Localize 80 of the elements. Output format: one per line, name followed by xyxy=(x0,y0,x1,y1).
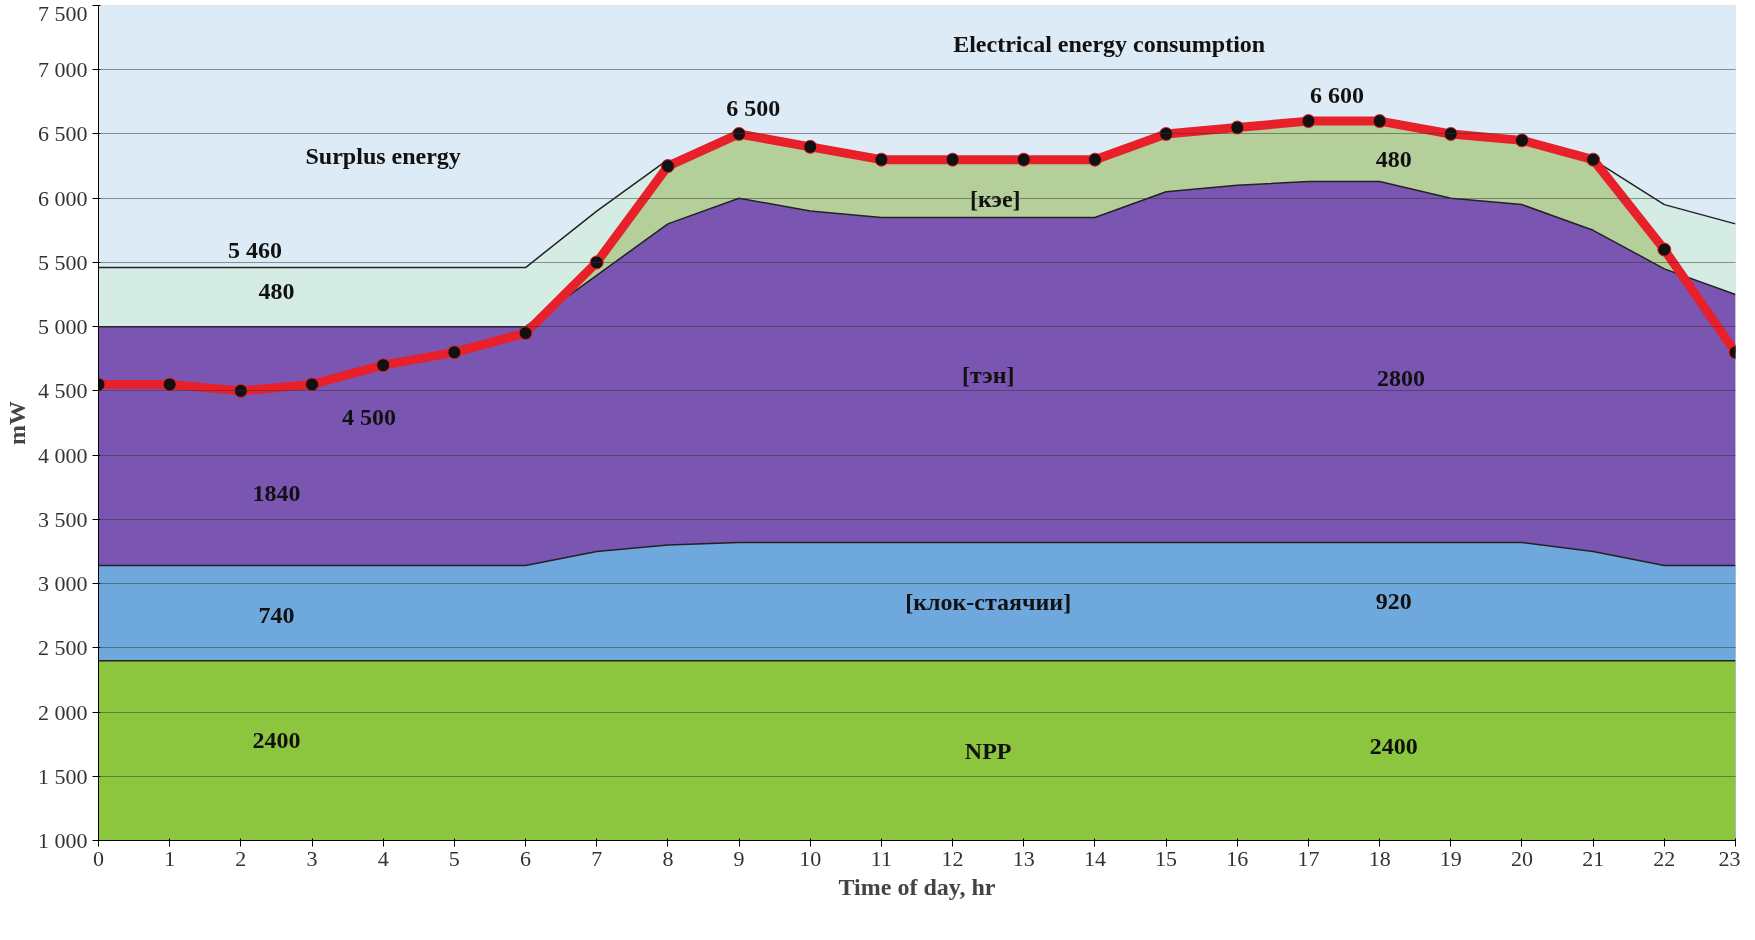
x-tick-label: 6 xyxy=(520,845,532,871)
x-tick-label: 15 xyxy=(1155,845,1178,871)
annotation: 6 600 xyxy=(1309,82,1364,109)
x-tick-label: 7 xyxy=(591,845,603,871)
annotation: [тэн] xyxy=(961,362,1015,389)
annotation: Surplus energy xyxy=(305,142,461,169)
point xyxy=(1301,114,1316,129)
x-tick-label: 2 xyxy=(235,845,247,871)
point xyxy=(589,255,604,270)
x-tick-label: 11 xyxy=(870,845,893,871)
point xyxy=(732,126,747,141)
point xyxy=(1372,114,1387,129)
y-tick-label: 4 500 xyxy=(38,378,88,404)
annotation: 2800 xyxy=(1376,364,1425,391)
x-tick-label: 23 xyxy=(1718,845,1741,871)
y-tick-label: 6 500 xyxy=(38,121,88,147)
x-tick-label: 8 xyxy=(662,845,674,871)
x-tick-label: 16 xyxy=(1226,845,1249,871)
point xyxy=(1159,126,1174,141)
y-tick-label: 2 500 xyxy=(38,635,88,661)
annotation: NPP xyxy=(964,737,1012,764)
annotation: 920 xyxy=(1375,588,1412,615)
y-tick-label: 1 500 xyxy=(38,763,88,789)
point xyxy=(660,159,675,174)
x-tick-label: 20 xyxy=(1510,845,1533,871)
point xyxy=(305,377,320,392)
y-tick-label: 7 000 xyxy=(38,57,88,83)
x-tick-label: 22 xyxy=(1653,845,1676,871)
x-tick-label: 9 xyxy=(733,845,745,871)
x-tick-label: 4 xyxy=(377,845,389,871)
point xyxy=(1657,242,1672,257)
x-tick-label: 5 xyxy=(448,845,460,871)
annotation: 2400 xyxy=(1369,733,1418,760)
x-tick-label: 12 xyxy=(941,845,964,871)
annotation: 6 500 xyxy=(726,95,781,122)
annotation: [кэе] xyxy=(970,186,1021,213)
x-tick-label: 21 xyxy=(1582,845,1605,871)
annotation: 480 xyxy=(258,278,295,305)
y-tick-label: 4 000 xyxy=(38,442,88,468)
point xyxy=(162,377,177,392)
y-tick-label: 3 500 xyxy=(38,506,88,532)
point xyxy=(1514,133,1529,148)
point xyxy=(1586,152,1601,167)
point xyxy=(376,358,391,373)
point xyxy=(1443,126,1458,141)
annotation: 740 xyxy=(258,602,295,629)
point xyxy=(447,345,462,360)
x-tick-label: 0 xyxy=(93,845,104,871)
annotation: 4 500 xyxy=(341,403,396,430)
annotation: 480 xyxy=(1375,146,1412,173)
x-tick-label: 19 xyxy=(1439,845,1462,871)
y-tick-label: 6 000 xyxy=(38,185,88,211)
y-tick-label: 3 000 xyxy=(38,571,88,597)
y-tick-label: 2 000 xyxy=(38,699,88,725)
x-tick-label: 14 xyxy=(1083,845,1106,871)
x-tick-label: 1 xyxy=(164,845,176,871)
x-tick-label: 17 xyxy=(1297,845,1320,871)
y-tick-label: 1 000 xyxy=(38,828,88,853)
point xyxy=(1087,152,1102,167)
x-tick-label: 13 xyxy=(1012,845,1035,871)
annotation: 5 460 xyxy=(228,236,283,263)
point xyxy=(1230,120,1245,135)
y-tick-label: 5 500 xyxy=(38,249,88,275)
annotation: [клок-стаячии] xyxy=(905,588,1072,615)
y-axis-title: mW xyxy=(4,401,30,445)
point xyxy=(1016,152,1031,167)
point xyxy=(874,152,889,167)
x-tick-label: 3 xyxy=(306,845,318,871)
point xyxy=(518,326,533,341)
point xyxy=(233,383,248,398)
x-tick-label: 10 xyxy=(799,845,822,871)
point xyxy=(803,139,818,154)
annotation: 1840 xyxy=(252,480,301,507)
x-axis-title: Time of day, hr xyxy=(838,873,996,900)
annotation: 2400 xyxy=(252,726,301,753)
annotation: Electrical energy consumption xyxy=(953,31,1266,58)
point xyxy=(945,152,960,167)
y-tick-label: 5 000 xyxy=(38,314,88,340)
x-tick-label: 18 xyxy=(1368,845,1391,871)
y-tick-label: 7 500 xyxy=(38,0,88,26)
